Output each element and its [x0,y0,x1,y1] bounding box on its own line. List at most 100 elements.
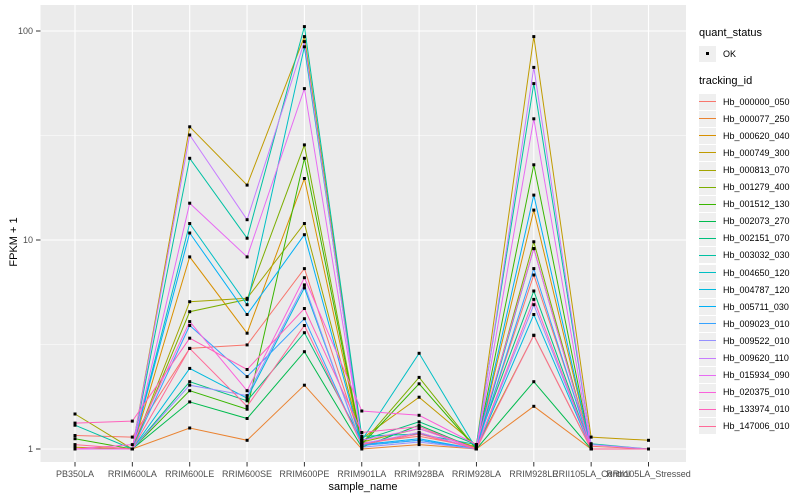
legend: quant_status OK tracking_id Hb_000000_05… [699,27,799,435]
legend-item-tracking-id: Hb_004787_120 [699,281,799,298]
data-point [360,431,364,434]
line-swatch-icon [699,135,716,137]
legend-quant-status-items: OK [699,45,799,62]
line-swatch-icon [699,237,716,239]
data-point [417,425,421,429]
data-point [245,331,249,335]
y-tick-label: 10 [22,235,33,245]
data-point [302,25,306,29]
data-point [130,419,134,423]
data-point [417,427,421,431]
data-point [417,432,421,436]
legend-item-tracking-id: Hb_001279_400 [699,179,799,196]
legend-key [699,127,716,144]
data-point [302,307,306,310]
data-point [302,87,306,91]
data-point [245,255,249,259]
data-point [302,222,306,225]
legend-key [699,179,716,196]
data-point [360,443,364,447]
data-point [589,443,593,447]
data-point [188,383,192,387]
data-point [245,368,249,371]
data-point [245,218,249,222]
legend-key [699,110,716,127]
data-point [245,396,249,400]
data-point [188,400,192,404]
legend-label: OK [723,48,737,59]
legend-key [699,332,716,349]
legend-label: Hb_002151_070 [723,233,790,244]
x-tick-label: RRIM928LE [509,469,559,479]
legend-key [699,213,716,230]
data-point [532,333,536,337]
data-point [188,426,192,430]
legend-item-tracking-id: Hb_005711_030 [699,298,799,315]
data-point [188,133,192,137]
data-point [532,82,536,86]
line-swatch-icon [699,408,716,410]
line-swatch-icon [699,118,716,120]
legend-label: Hb_000620_040 [723,130,790,141]
data-point [589,447,593,451]
data-point [245,343,249,347]
data-point [73,423,77,427]
line-swatch-icon [699,186,716,188]
x-tick-label: RRIM928BA [394,469,445,479]
legend-label: Hb_009522_010 [723,335,790,346]
legend-key [699,401,716,418]
data-point [130,447,134,451]
legend-item-tracking-id: Hb_020375_010 [699,384,799,401]
data-point [245,375,249,379]
legend-key [699,45,716,62]
data-point [245,404,249,408]
data-point [532,289,536,293]
legend-label: Hb_133974_010 [723,404,790,415]
data-point [532,267,536,271]
data-point [188,366,192,370]
legend-key [699,264,716,281]
data-point [532,297,536,301]
data-point [302,267,306,271]
data-point [589,435,593,439]
data-point [302,177,306,180]
legend-item-tracking-id: Hb_001512_130 [699,196,799,213]
data-point [532,273,536,277]
line-swatch-icon [699,169,716,171]
data-point [417,443,421,447]
line-swatch-icon [699,374,716,376]
line-swatch-icon [699,272,716,274]
legend-label: Hb_009023_010 [723,318,790,329]
data-point [73,421,77,425]
data-point [360,437,364,441]
x-tick-label: RRIM600LE [165,469,215,479]
data-point [302,156,306,160]
legend-label: Hb_005711_030 [723,301,789,312]
data-point [188,156,192,160]
data-point [532,240,536,244]
legend-key [699,298,716,315]
data-point [245,389,249,393]
legend-item-tracking-id: Hb_009620_110 [699,350,799,367]
line-swatch-icon [699,254,716,256]
legend-item-tracking-id: Hb_000000_050 [699,93,799,110]
data-point [73,445,77,449]
data-point [73,437,77,441]
data-point [532,117,536,121]
line-swatch-icon [699,391,716,393]
data-point [245,303,249,307]
data-point [302,383,306,387]
legend-item-tracking-id: Hb_000620_040 [699,127,799,144]
legend-item-tracking-id: Hb_147006_010 [699,418,799,435]
data-point [532,208,536,212]
legend-label: Hb_000000_050 [723,96,790,107]
data-point [532,247,536,251]
x-tick-label: RRIM928LA [451,469,501,479]
legend-label: Hb_003032_030 [723,250,790,261]
data-point [417,375,421,379]
legend-key [699,384,716,401]
data-point [188,300,192,304]
data-point [302,283,306,287]
data-point [188,201,192,205]
